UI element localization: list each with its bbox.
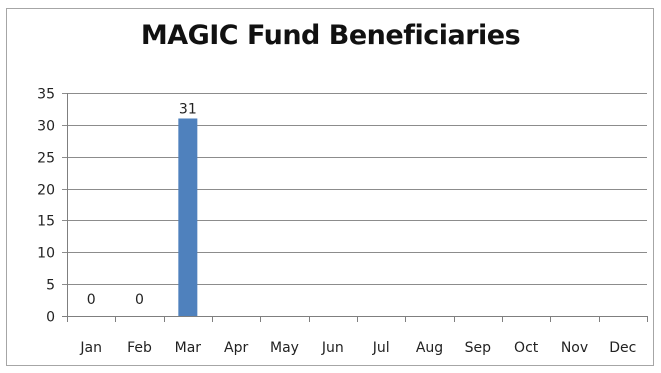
x-tick-label: Oct (514, 340, 539, 356)
x-tick-label: Mar (175, 340, 202, 356)
y-tick-label: 25 (37, 151, 55, 167)
bars (178, 118, 198, 316)
y-tick-label: 30 (37, 119, 55, 135)
y-tick-label: 35 (37, 87, 55, 103)
x-axis: Jan Feb Mar Apr May Jun Jul Aug Sep Oct Nov Dec (67, 316, 648, 356)
y-tick-label: 0 (46, 310, 55, 326)
x-tick-label: May (270, 340, 299, 356)
y-tick-label: 15 (37, 214, 55, 230)
x-tick-label: Jun (321, 340, 344, 356)
x-tick-label: Jan (79, 340, 102, 356)
chart-frame (6, 8, 654, 366)
chart-title: MAGIC Fund Beneficiaries (140, 20, 521, 51)
x-tick-label: Aug (416, 340, 443, 356)
data-label: 31 (179, 101, 197, 117)
x-tick-label: Nov (561, 340, 588, 356)
x-tick-label: Jul (372, 340, 390, 356)
x-tick-label: Feb (127, 340, 152, 356)
x-tick-label: Sep (465, 340, 492, 356)
data-label: 0 (87, 292, 96, 308)
y-tick-label: 20 (37, 183, 55, 199)
data-label: 0 (135, 292, 144, 308)
y-axis: 0 5 10 15 20 25 30 35 (37, 87, 68, 326)
x-tick-label: Apr (224, 340, 248, 356)
y-tick-label: 5 (46, 278, 55, 294)
x-tick-label: Dec (609, 340, 636, 356)
y-tick-label: 10 (37, 246, 55, 262)
gridlines (62, 93, 647, 317)
data-labels: 0 0 31 (87, 101, 197, 308)
bar (178, 118, 198, 316)
